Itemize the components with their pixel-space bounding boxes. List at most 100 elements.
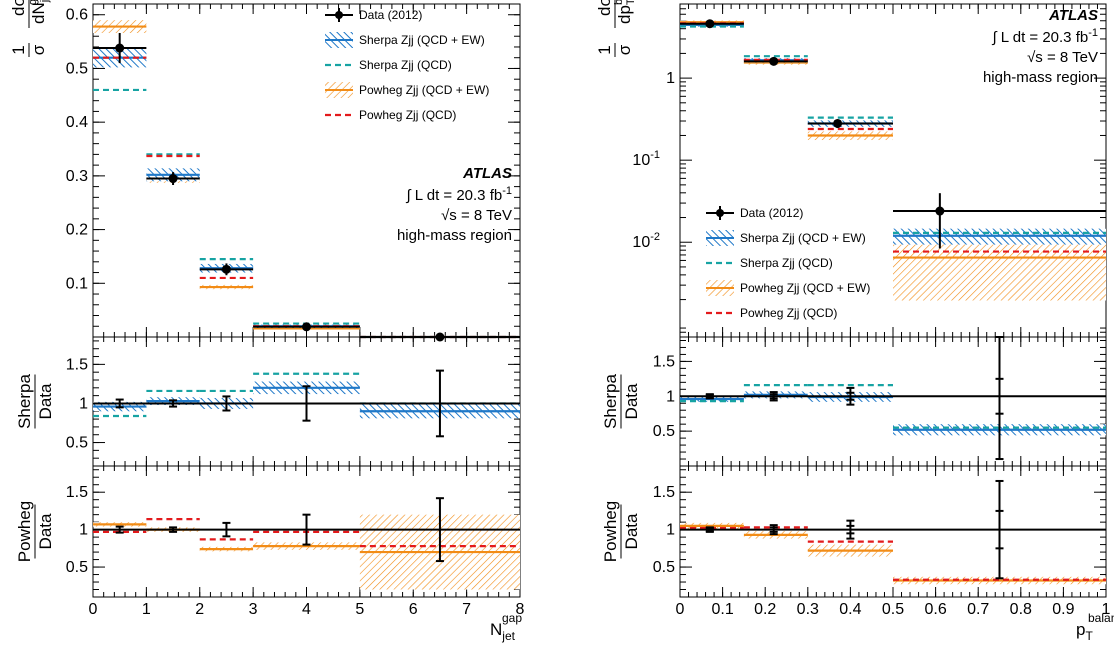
y-tick-label: 0.5 [66, 60, 88, 77]
main-y-axis-label: 1σ dσdNjetgap [9, 0, 51, 57]
y-tick-label: 0.1 [66, 275, 88, 292]
x-tick-label: 0.7 [967, 601, 989, 618]
y-tick-label: 1.5 [653, 484, 675, 501]
legend-entry-label: Sherpa Zjj (QCD + EW) [359, 33, 485, 47]
data-point [833, 118, 843, 128]
right-r2-panel: 0.5 1 1.5 Powheg Data 0 0.1 0.2 0.3 0.4 0.5 0.6 0.7 0… [601, 465, 1114, 643]
x-tick-label: 3 [249, 601, 258, 618]
y-label-sigma: σ [29, 44, 48, 55]
region-label: high-mass region [397, 227, 512, 244]
left-legend: Data (2012) Sherpa Zjj (QCD + EW) Sherpa Z… [325, 8, 489, 122]
y-label-denominator-sup: gap [27, 0, 39, 5]
powheg-ratio-y-label: Powheg Data [15, 501, 55, 562]
y-tick-label: 0.5 [66, 435, 88, 452]
powheg-ratio-y-label: Powheg Data [601, 501, 641, 562]
y-tick-label: 1 [666, 70, 675, 87]
y-tick-label: 10-1 [632, 149, 660, 169]
right-main-panel: 10-210-111σdσdpTbalance [595, 0, 1107, 338]
y-tick-label: 1 [79, 522, 88, 539]
y-tick-label: 1.5 [66, 356, 88, 373]
y-label-one: 1 [9, 45, 28, 54]
ratio-label-num: Powheg [601, 501, 620, 562]
y-tick-label: 0.6 [66, 7, 88, 24]
y-label-denominator: dNjet [29, 0, 51, 24]
legend-entry-label: Sherpa Zjj (QCD + EW) [740, 231, 866, 245]
data-point [769, 56, 779, 66]
legend-entry-label: Powheg Zjj (QCD + EW) [740, 281, 870, 295]
legend-entry-label: Sherpa Zjj (QCD) [359, 58, 452, 72]
x-axis-label-sup: gap [502, 611, 522, 625]
legend-data-marker-dot [335, 11, 343, 19]
right-chart: 10-210-111σdσdpTbalance0.511.5SherpaData… [595, 0, 1114, 643]
x-tick-label: 6 [409, 601, 418, 618]
legend-entry-label: Powheg Zjj (QCD) [359, 108, 456, 122]
atlas-label: ATLAS [1048, 7, 1098, 24]
x-tick-label: 1 [142, 601, 151, 618]
right-legend: Data (2012) Sherpa Zjj (QCD + EW) Sherpa Z… [706, 206, 870, 320]
y-tick-label: 0.2 [66, 222, 88, 239]
x-tick-label: 0.9 [1052, 601, 1074, 618]
ratio-label-den: Data [622, 513, 641, 549]
y-label-denominator: dpT [615, 0, 637, 24]
legend-entry-label: Data (2012) [740, 206, 803, 220]
x-axis-label-sup: balance [1088, 611, 1114, 625]
legend-entry-label: Powheg Zjj (QCD + EW) [359, 83, 489, 97]
data-point [221, 264, 231, 274]
atlas-label: ATLAS [462, 165, 512, 182]
sherpa-ratio-y-label: Sherpa Data [15, 374, 55, 429]
left-chart: 0.10.20.30.40.50.61σdσdNjetgap0.511.5She… [9, 0, 525, 643]
right-atlas-annotation: ATLAS ∫ L dt = 20.3 fb-1 √s = 8 TeV high-ma… [983, 7, 1098, 86]
y-tick-label: 0.5 [653, 559, 675, 576]
x-tick-label: 0.3 [797, 601, 819, 618]
ratio-label-num: Sherpa [15, 374, 34, 429]
data-point [115, 43, 125, 53]
y-tick-label: 1 [666, 522, 675, 539]
region-label: high-mass region [983, 69, 1098, 86]
y-tick-label: 0.3 [66, 168, 88, 185]
data-point [168, 174, 178, 184]
x-tick-label: 0.8 [1010, 601, 1032, 618]
ratio-label-num: Powheg [15, 501, 34, 562]
energy-label: √s = 8 TeV [441, 207, 512, 224]
x-tick-label: 8 [516, 601, 525, 618]
y-label-sigma: σ [615, 44, 634, 55]
x-tick-label: 1 [1102, 601, 1111, 618]
ratio-label-num: Sherpa [601, 374, 620, 429]
x-tick-label: 0.5 [882, 601, 904, 618]
legend-entry-label: Data (2012) [359, 8, 422, 22]
x-tick-label: 0 [676, 601, 685, 618]
data-point [705, 19, 715, 29]
left-r1-panel: 0.5 1 1.5 Sherpa Data [15, 336, 521, 467]
data-point [935, 206, 945, 216]
x-tick-label: 0.1 [711, 601, 733, 618]
y-label-dsigma: dσ [595, 0, 614, 16]
y-label-one: 1 [595, 45, 614, 54]
lumi-label: ∫ L dt = 20.3 fb-1 [992, 27, 1099, 46]
y-tick-label: 10-2 [632, 231, 660, 251]
legend-entry-label: Sherpa Zjj (QCD) [740, 256, 833, 270]
y-tick-label: 0.5 [653, 423, 675, 440]
powheg-qcd-ew-band [893, 238, 1106, 301]
y-tick-label: 1 [79, 395, 88, 412]
y-tick-label: 1.5 [66, 484, 88, 501]
legend-entry-label: Powheg Zjj (QCD) [740, 306, 837, 320]
ratio-label-den: Data [36, 513, 55, 549]
y-tick-label: 1.5 [653, 353, 675, 370]
x-tick-label: 0 [89, 601, 98, 618]
x-tick-label: 0.2 [754, 601, 776, 618]
legend-data-marker-dot [716, 209, 724, 217]
x-tick-label: 4 [302, 601, 311, 618]
x-tick-label: 7 [462, 601, 471, 618]
data-point [302, 322, 311, 332]
lumi-label: ∫ L dt = 20.3 fb-1 [406, 185, 513, 204]
sherpa-ratio-y-label: Sherpa Data [601, 374, 641, 429]
x-tick-label: 2 [195, 601, 204, 618]
energy-label: √s = 8 TeV [1027, 49, 1098, 66]
y-label-denominator-sup: balance [613, 0, 625, 5]
main-y-axis-label: 1σ dσdpTbalance [595, 0, 637, 57]
y-tick-label: 0.4 [66, 114, 88, 131]
x-tick-label: 0.6 [924, 601, 946, 618]
ratio-label-den: Data [36, 383, 55, 419]
